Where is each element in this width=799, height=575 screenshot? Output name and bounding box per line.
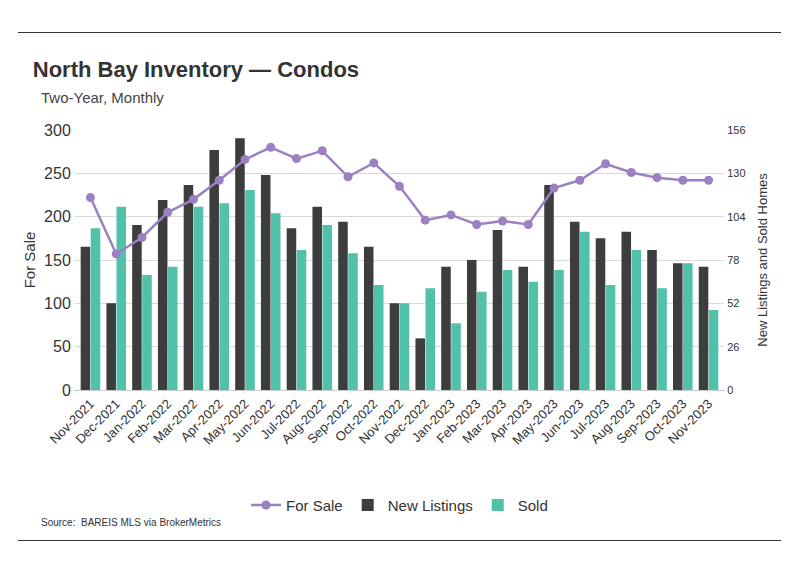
svg-text:Dec-2022: Dec-2022: [381, 396, 431, 446]
svg-text:Jul-2022: Jul-2022: [257, 396, 303, 442]
svg-text:Nov-2022: Nov-2022: [356, 396, 406, 446]
svg-text:For Sale: For Sale: [286, 497, 343, 514]
svg-text:Sep-2022: Sep-2022: [304, 396, 354, 446]
svg-text:Sold: Sold: [518, 497, 548, 514]
svg-text:156: 156: [727, 124, 745, 136]
svg-text:Apr-2023: Apr-2023: [487, 396, 535, 444]
svg-text:Aug-2022: Aug-2022: [278, 396, 328, 446]
svg-text:Mar-2023: Mar-2023: [459, 396, 509, 446]
svg-text:Nov-2021: Nov-2021: [47, 396, 97, 446]
svg-text:Jan-2023: Jan-2023: [409, 396, 458, 445]
svg-text:Jul-2023: Jul-2023: [566, 396, 612, 442]
svg-text:104: 104: [727, 211, 745, 223]
svg-text:250: 250: [44, 165, 71, 182]
svg-text:New Listings: New Listings: [388, 497, 473, 514]
svg-text:Feb-2023: Feb-2023: [434, 396, 484, 446]
svg-text:130: 130: [727, 167, 745, 179]
svg-text:0: 0: [62, 382, 71, 399]
svg-text:May-2023: May-2023: [509, 396, 560, 447]
svg-text:200: 200: [44, 208, 71, 225]
svg-text:May-2022: May-2022: [200, 396, 251, 447]
svg-text:Dec-2021: Dec-2021: [72, 396, 122, 446]
svg-text:North Bay Inventory — Condos: North Bay Inventory — Condos: [33, 57, 359, 82]
svg-text:Oct-2022: Oct-2022: [332, 396, 380, 444]
svg-text:Two-Year, Monthly: Two-Year, Monthly: [41, 89, 164, 106]
svg-text:Jun-2023: Jun-2023: [538, 396, 587, 445]
svg-text:Sep-2023: Sep-2023: [613, 396, 663, 446]
svg-text:New Listings and Sold Homes: New Listings and Sold Homes: [755, 173, 770, 347]
svg-text:150: 150: [44, 252, 71, 269]
svg-text:Apr-2022: Apr-2022: [178, 396, 226, 444]
svg-text:50: 50: [53, 338, 71, 355]
svg-text:Oct-2023: Oct-2023: [641, 396, 689, 444]
svg-text:Jan-2022: Jan-2022: [100, 396, 149, 445]
svg-text:Jun-2022: Jun-2022: [229, 396, 278, 445]
svg-text:78: 78: [727, 254, 739, 266]
svg-text:Nov-2023: Nov-2023: [665, 396, 715, 446]
svg-text:0: 0: [727, 384, 733, 396]
svg-text:Source: BAREIS MLS via Broker: Source: BAREIS MLS via BrokerMetrics: [41, 517, 221, 528]
svg-text:Mar-2022: Mar-2022: [150, 396, 200, 446]
svg-text:26: 26: [727, 341, 739, 353]
svg-text:52: 52: [727, 297, 739, 309]
svg-text:300: 300: [44, 122, 71, 139]
svg-text:Feb-2022: Feb-2022: [124, 396, 174, 446]
svg-text:Aug-2023: Aug-2023: [588, 396, 638, 446]
svg-text:For Sale: For Sale: [21, 232, 38, 289]
svg-text:100: 100: [44, 295, 71, 312]
